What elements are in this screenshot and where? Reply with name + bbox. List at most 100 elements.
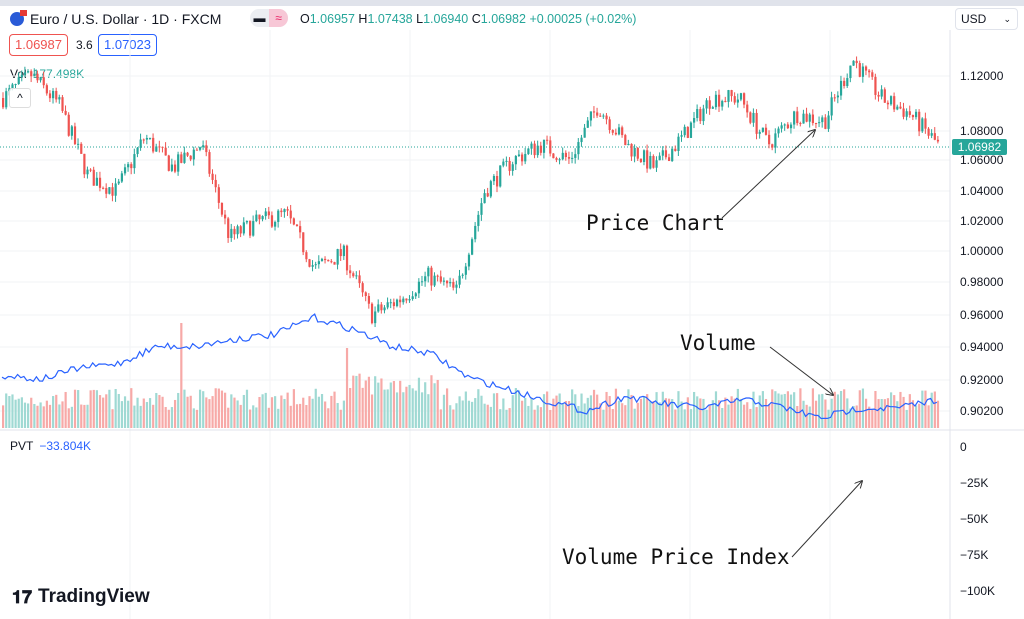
volume-bar	[899, 391, 902, 428]
volume-bar	[824, 399, 827, 428]
volume-bar	[480, 395, 483, 428]
candle	[746, 104, 749, 113]
symbol-title[interactable]: Euro / U.S. Dollar · 1D · FXCM	[10, 10, 221, 27]
candle	[283, 209, 286, 213]
volume-bar	[230, 394, 233, 428]
currency-select[interactable]: USD ⌄	[955, 8, 1018, 30]
volume-bar	[561, 403, 564, 428]
volume-bar	[617, 400, 621, 428]
candle	[521, 154, 524, 162]
candle	[424, 276, 427, 282]
volume-bar	[930, 392, 933, 428]
volume-bar	[5, 393, 8, 428]
candle	[730, 90, 733, 97]
candle	[2, 98, 5, 108]
volume-bar	[621, 403, 624, 428]
candle	[299, 226, 302, 233]
volume-bar	[152, 404, 155, 428]
candle	[399, 299, 402, 303]
candle	[292, 218, 295, 225]
candle	[930, 133, 933, 136]
candle	[467, 254, 471, 267]
candle	[736, 99, 739, 103]
candle	[433, 275, 436, 286]
candle	[721, 100, 724, 107]
top-border	[0, 0, 1024, 6]
candle	[58, 97, 61, 100]
candle	[802, 113, 805, 124]
volume-bar	[105, 394, 108, 428]
candle	[302, 232, 305, 253]
tradingview-logo[interactable]: 𝟏𝟕 TradingView	[12, 586, 150, 607]
volume-bar	[571, 389, 574, 428]
volume-bar	[148, 398, 152, 428]
candle	[649, 156, 652, 169]
volume-bar	[58, 404, 61, 428]
volume-bar	[27, 403, 30, 428]
price-axis-label: 0.96000	[960, 308, 1004, 322]
volume-bar	[893, 395, 896, 428]
volume-bar	[896, 401, 899, 428]
volume-bar	[364, 380, 367, 428]
volume-bar	[424, 382, 427, 428]
candle	[239, 226, 242, 234]
volume-bar	[411, 388, 414, 428]
volume-bar	[242, 394, 245, 428]
candle	[267, 211, 270, 216]
candle	[86, 169, 89, 175]
candle	[67, 114, 70, 136]
pvt-arrow	[791, 481, 862, 558]
line-icon[interactable]: ▬	[253, 11, 266, 25]
volume-bar	[270, 397, 274, 428]
candle	[846, 78, 849, 87]
candle	[464, 266, 467, 275]
volume-bar	[611, 409, 614, 428]
volume-bar	[395, 392, 399, 428]
candle	[170, 164, 174, 171]
volume-bar	[42, 406, 45, 428]
candle	[755, 112, 758, 134]
volume-bar	[89, 390, 92, 428]
candle	[714, 94, 718, 108]
candle	[527, 148, 530, 154]
candle	[902, 108, 905, 117]
volume-bar	[258, 396, 261, 428]
volume-bar	[908, 394, 911, 428]
candle	[474, 225, 477, 240]
volume-bar	[671, 399, 674, 428]
collapse-button[interactable]: ^	[9, 88, 31, 108]
volume-bar	[636, 402, 639, 428]
volume-bar	[814, 400, 818, 428]
candle	[202, 145, 205, 148]
candle	[11, 84, 14, 89]
sell-button[interactable]: 1.06987	[9, 34, 68, 56]
volume-bar	[780, 394, 783, 428]
buy-button[interactable]: 1.07023	[98, 34, 157, 56]
volume-bar	[136, 397, 139, 428]
wave-icon[interactable]: ≈	[269, 9, 288, 27]
price-axis-label: 1.06000	[960, 153, 1004, 167]
volume-bar	[283, 398, 286, 428]
volume-bar	[614, 388, 618, 428]
candle	[114, 183, 117, 196]
volume-bar	[855, 405, 858, 428]
candle	[130, 164, 133, 169]
candle	[571, 157, 574, 159]
candle	[796, 111, 799, 124]
volume-bar	[642, 396, 646, 428]
volume-bar	[80, 404, 83, 428]
candle	[64, 110, 67, 115]
volume-bar	[205, 397, 208, 428]
candle	[39, 77, 42, 81]
candle	[852, 60, 855, 66]
candle	[786, 124, 789, 129]
volume-bar	[264, 392, 267, 428]
candle	[771, 144, 774, 148]
candle	[420, 281, 424, 283]
volume-bar	[236, 400, 239, 428]
chart-style-toggle[interactable]: ▬ ≈	[250, 9, 288, 27]
volume-bar	[567, 401, 571, 428]
volume-bar	[33, 403, 36, 428]
volume-bar	[549, 409, 552, 428]
